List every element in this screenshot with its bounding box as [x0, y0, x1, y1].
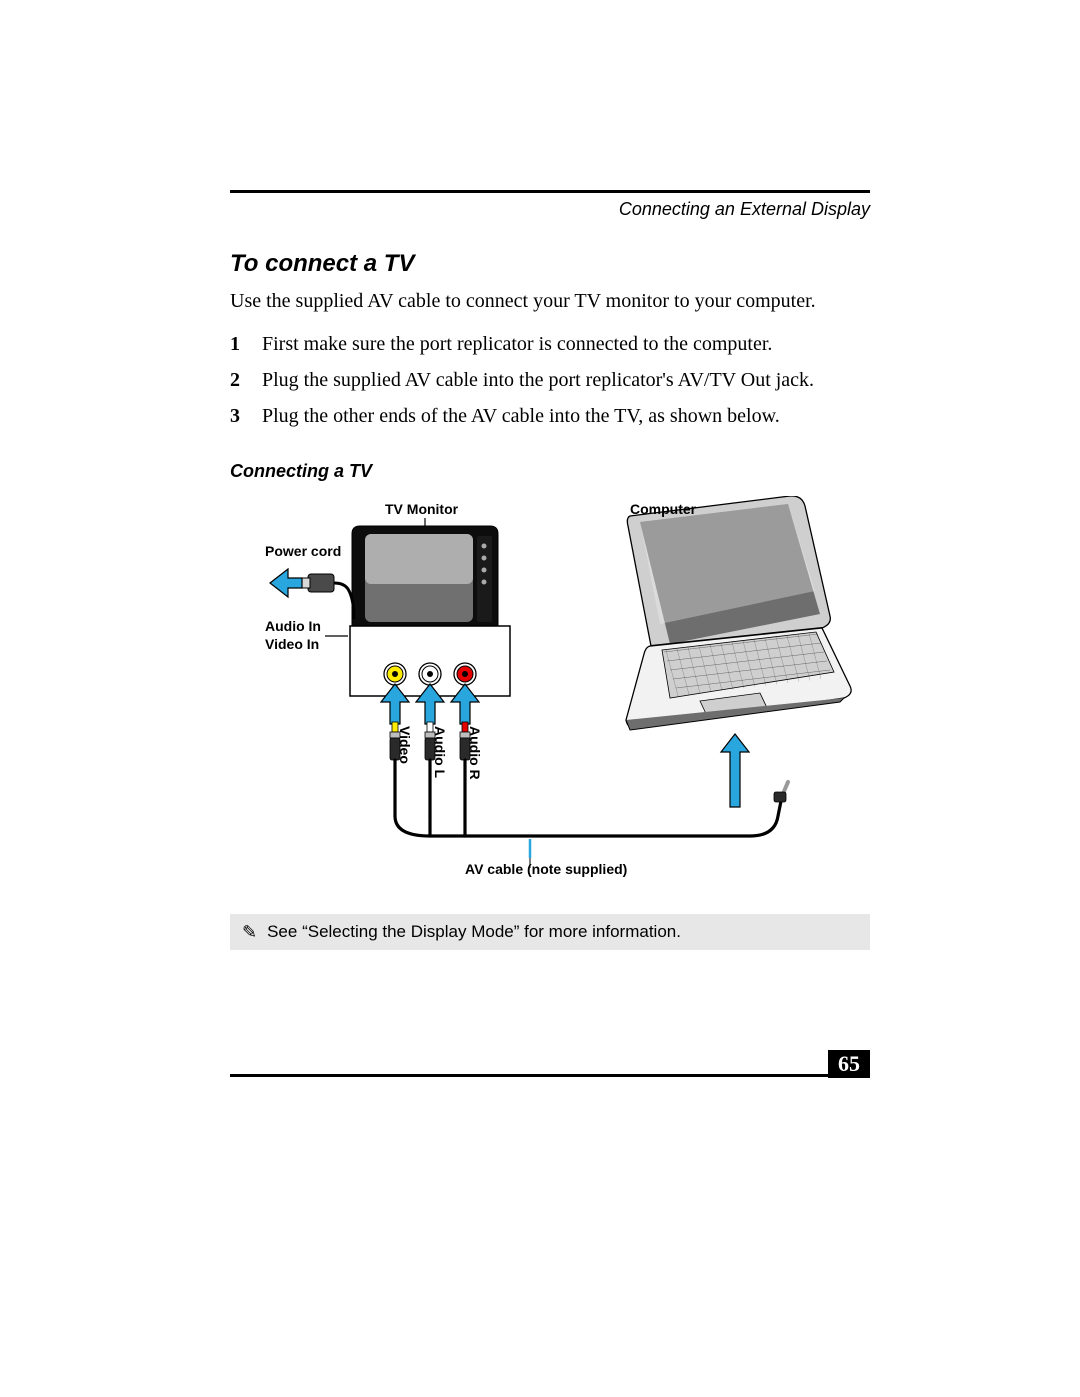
step-text: First make sure the port replicator is c…: [262, 329, 772, 359]
step: 3 Plug the other ends of the AV cable in…: [230, 401, 870, 431]
svg-text:Video In: Video In: [265, 636, 319, 652]
step-number: 3: [230, 401, 262, 431]
laptop-icon: [626, 496, 851, 730]
svg-text:TV Monitor: TV Monitor: [385, 501, 459, 517]
svg-text:Audio In: Audio In: [265, 618, 321, 634]
steps-list: 1 First make sure the port replicator is…: [230, 329, 870, 431]
note-box: ✎ See “Selecting the Display Mode” for m…: [230, 914, 870, 950]
diagram-svg: TV Monitor Power cord Audio In Video In Vide…: [230, 496, 870, 896]
note-text: See “Selecting the Display Mode” for mor…: [267, 922, 681, 942]
footer-rule: [230, 1074, 870, 1077]
footer: 65: [230, 1074, 870, 1077]
figure-caption: Connecting a TV: [230, 461, 870, 482]
figure-diagram: TV Monitor Power cord Audio In Video In Vide…: [230, 496, 870, 896]
svg-text:Video: Video: [397, 726, 413, 764]
step-number: 2: [230, 365, 262, 395]
section-title: To connect a TV: [230, 250, 870, 278]
svg-text:Computer: Computer: [630, 501, 697, 517]
svg-text:AV cable (note supplied): AV cable (note supplied): [465, 861, 627, 877]
step: 2 Plug the supplied AV cable into the po…: [230, 365, 870, 395]
svg-text:Power cord: Power cord: [265, 543, 341, 559]
pencil-icon: ✎: [242, 923, 257, 941]
svg-text:Audio R: Audio R: [467, 726, 483, 780]
step-number: 1: [230, 329, 262, 359]
page-number: 65: [828, 1050, 870, 1078]
page: Connecting an External Display To connec…: [0, 0, 1080, 1397]
intro-text: Use the supplied AV cable to connect you…: [230, 288, 870, 315]
step-text: Plug the supplied AV cable into the port…: [262, 365, 814, 395]
svg-text:Audio L: Audio L: [432, 726, 448, 779]
step: 1 First make sure the port replicator is…: [230, 329, 870, 359]
top-rule: [230, 190, 870, 193]
step-text: Plug the other ends of the AV cable into…: [262, 401, 780, 431]
running-head: Connecting an External Display: [230, 199, 870, 220]
